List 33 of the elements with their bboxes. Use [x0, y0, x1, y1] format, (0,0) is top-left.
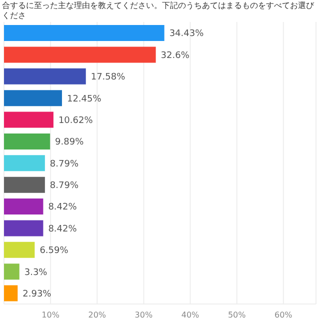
data-label: 9.89%: [55, 138, 84, 148]
bar: [4, 46, 156, 63]
data-label: 2.93%: [22, 290, 52, 300]
data-label: 32.6%: [160, 50, 190, 61]
bar: [4, 133, 50, 150]
x-tick-label: 30%: [134, 310, 153, 320]
data-label: 17.58%: [90, 72, 126, 83]
data-label: 8.42%: [48, 224, 78, 234]
chart-title: 合するに至った主な理由を教えてください。下記のうちあてはまるものをすべてお選びくださ: [1, 0, 315, 22]
data-label: 34.43%: [169, 29, 204, 40]
bar: [4, 112, 54, 128]
bar: [4, 90, 62, 106]
x-tick-label: 40%: [181, 310, 200, 320]
x-tick-label: 10%: [42, 310, 60, 320]
data-label: 6.59%: [40, 246, 69, 256]
bar: [4, 176, 45, 193]
bar: [4, 285, 18, 302]
data-label: 10.62%: [58, 116, 94, 126]
data-label: 8.42%: [48, 202, 78, 213]
bar: [4, 68, 86, 84]
data-label: 12.45%: [66, 94, 102, 104]
bar: [4, 264, 20, 280]
data-label: 3.3%: [24, 268, 48, 278]
bar: [4, 198, 44, 215]
bar: [4, 25, 164, 41]
bar: [4, 220, 44, 236]
data-label: 8.79%: [50, 181, 79, 192]
x-tick-label: 20%: [88, 310, 106, 320]
bar: [4, 242, 35, 258]
x-tick-label: 50%: [228, 310, 246, 320]
data-label: 8.79%: [50, 159, 79, 170]
bar: [4, 155, 45, 172]
x-tick-label: 60%: [274, 310, 293, 320]
